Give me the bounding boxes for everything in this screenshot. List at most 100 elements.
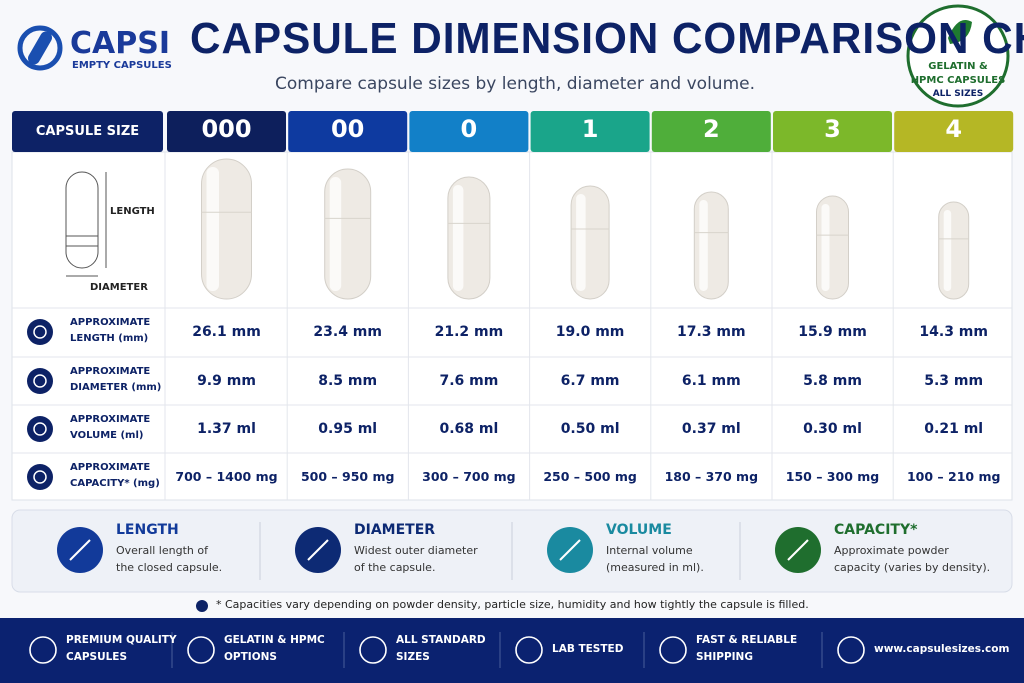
title: CAPSULE DIMENSION COMPARISON CHART: [190, 14, 1024, 63]
length-label: LENGTH: [110, 206, 155, 217]
logo-capsule: [28, 31, 52, 65]
cell-value: 0.95 ml: [318, 421, 378, 437]
cell-value: 700 – 1400 mg: [175, 469, 278, 484]
size-label: 4: [945, 115, 963, 143]
footer-icon: [515, 636, 543, 664]
legend-title: LENGTH: [116, 522, 179, 538]
diameter-label: DIAMETER: [90, 282, 148, 293]
cell-value: 23.4 mm: [313, 324, 382, 340]
row-label: VOLUME (ml): [70, 430, 144, 441]
brand: CAPSI: [70, 26, 170, 61]
cell-value: 500 – 950 mg: [300, 469, 395, 484]
capsule: [816, 195, 849, 300]
cell-value: 0.68 ml: [439, 421, 499, 437]
legend-icon-mark: [69, 539, 91, 561]
footer-icon: [29, 636, 57, 664]
size-label: 00: [330, 115, 365, 143]
badge-text: GELATIN &: [928, 61, 988, 72]
legend-title: CAPACITY*: [834, 522, 918, 538]
footer-text: GELATIN & HPMC: [224, 634, 325, 646]
footer-text: FAST & RELIABLE: [696, 634, 798, 646]
cell-value: 6.1 mm: [681, 373, 741, 389]
row-icon: [27, 464, 53, 490]
footer-text: ALL STANDARD: [396, 634, 486, 646]
cell-value: 300 – 700 mg: [422, 469, 516, 484]
corner-cell: [12, 111, 163, 152]
footer-band: [0, 618, 1024, 683]
badge-text: ALL SIZES: [932, 89, 984, 99]
capsule-shine: [452, 185, 464, 291]
cell-value: 250 – 500 mg: [543, 469, 637, 484]
cell-value: 0.37 ml: [681, 421, 741, 437]
size-label: 2: [702, 115, 720, 143]
diagram-capsule: [65, 171, 99, 269]
footnote: * Capacities vary depending on powder de…: [216, 598, 809, 611]
badge-leaf: [948, 20, 972, 44]
legend-text: Internal volume: [606, 544, 693, 557]
brand-sub: EMPTY CAPSULES: [72, 60, 172, 71]
cell-value: 0.21 ml: [924, 421, 984, 437]
row-icon-inner: [33, 374, 47, 388]
legend-text: (measured in ml).: [606, 561, 704, 574]
legend-icon-mark: [559, 539, 581, 561]
cell-value: 5.3 mm: [924, 373, 984, 389]
capsule-shine: [206, 167, 219, 291]
size-label: 0: [460, 115, 478, 143]
cell-value: 8.5 mm: [318, 373, 378, 389]
size-header: [773, 111, 892, 152]
cell-value: 150 – 300 mg: [785, 469, 880, 484]
footer-icon: [187, 636, 215, 664]
footer-text: www.capsulesizes.com: [874, 643, 1010, 655]
row-label: APPROXIMATE: [70, 366, 151, 377]
cell-value: 21.2 mm: [434, 324, 504, 340]
row-label: APPROXIMATE: [70, 414, 151, 425]
cell-value: 5.8 mm: [803, 373, 862, 389]
cell-value: 15.9 mm: [798, 324, 867, 340]
capsule: [938, 201, 970, 300]
footer-icon: [659, 636, 687, 664]
legend-icon-mark: [307, 539, 329, 561]
size-header: [167, 111, 286, 152]
row-icon-inner: [33, 325, 47, 339]
capsule-shine: [576, 194, 586, 291]
legend-text: capacity (varies by density).: [834, 561, 991, 574]
capsule-shine: [699, 200, 708, 291]
row-label: CAPACITY* (mg): [70, 478, 160, 489]
legend-text: Widest outer diameter: [354, 544, 478, 557]
size-label: 1: [581, 115, 599, 143]
footer-text: SHIPPING: [696, 651, 753, 663]
size-header: [651, 111, 771, 152]
cell-value: 19.0 mm: [555, 324, 625, 340]
size-header: [409, 111, 529, 152]
logo-icon: [17, 25, 63, 71]
row-icon-inner: [33, 422, 47, 436]
cell-value: 9.9 mm: [197, 373, 256, 389]
cell-value: 0.30 ml: [803, 421, 862, 437]
info-icon: [196, 600, 208, 612]
footer-text: CAPSULES: [66, 651, 128, 663]
capsule-shine: [821, 204, 830, 291]
capsule-shine: [329, 177, 342, 291]
badge-text: HPMC CAPSULES: [910, 75, 1006, 86]
legend-title: VOLUME: [606, 522, 672, 538]
legend-title: DIAMETER: [354, 522, 436, 538]
footer-text: PREMIUM QUALITY: [66, 634, 177, 646]
cell-value: 14.3 mm: [919, 324, 988, 340]
cell-value: 7.6 mm: [439, 373, 499, 389]
badge: [906, 4, 1010, 108]
legend-text: Overall length of: [116, 544, 208, 557]
legend-text: the closed capsule.: [116, 561, 223, 574]
row-icon: [27, 368, 53, 394]
legend-text: Approximate powder: [834, 544, 949, 557]
subtitle: Compare capsule sizes by length, diamete…: [275, 74, 756, 94]
footer-icon: [837, 636, 865, 664]
row-label: APPROXIMATE: [70, 317, 151, 328]
size-header: [288, 111, 408, 152]
footer-text: OPTIONS: [224, 651, 277, 663]
corner-label: CAPSULE SIZE: [35, 124, 140, 139]
row-icon: [27, 416, 53, 442]
legend-icon-mark: [787, 539, 809, 561]
cell-value: 26.1 mm: [192, 324, 261, 340]
size-label: 000: [201, 115, 252, 143]
